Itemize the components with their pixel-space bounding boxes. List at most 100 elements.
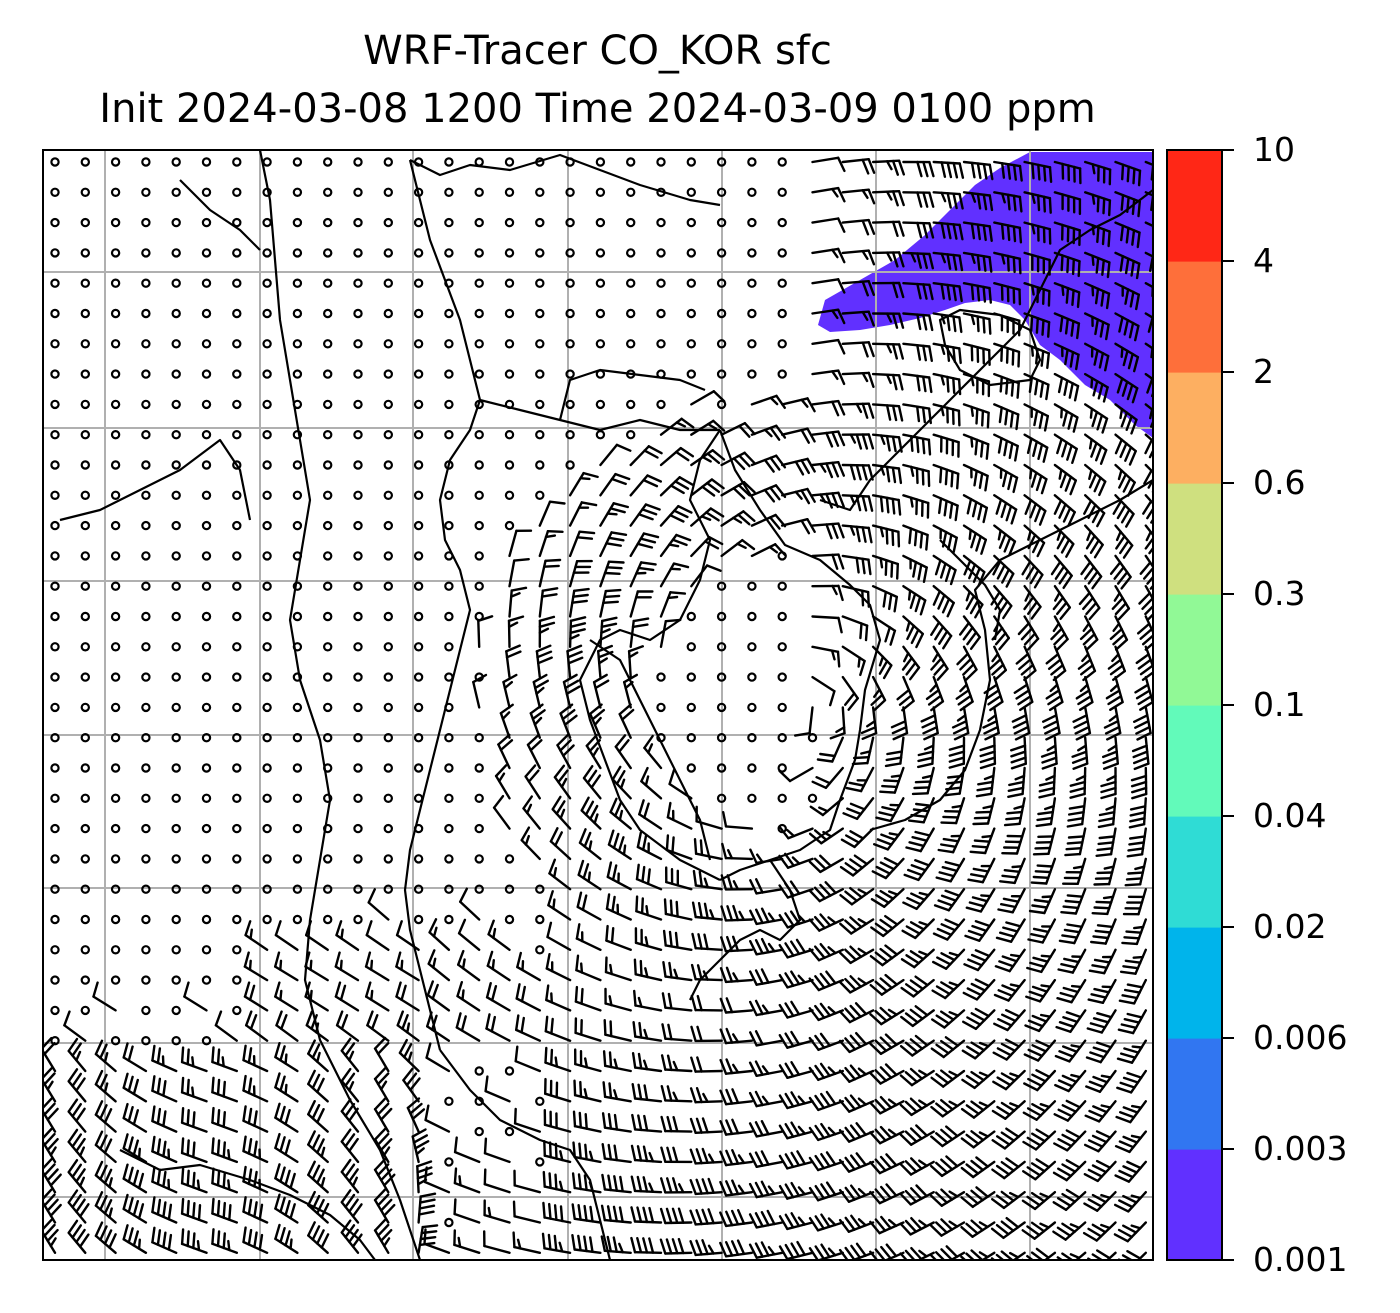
wind-barb [626, 278, 636, 288]
wind-barb [1116, 1069, 1148, 1094]
wind-barb [171, 1005, 181, 1016]
wind-barb [538, 615, 556, 648]
wind-barb [413, 339, 424, 349]
wind-barb [960, 1130, 996, 1149]
wind-barb [686, 763, 697, 773]
wind-barb [851, 736, 875, 766]
wind-barb [110, 823, 121, 834]
wind-barb [719, 1239, 754, 1258]
wind-barb [1030, 857, 1057, 885]
wind-barb [242, 1074, 269, 1103]
wind-barb [1050, 554, 1073, 589]
wind-barb [67, 1189, 90, 1224]
wind-barb [323, 702, 333, 713]
wind-barb [962, 463, 989, 492]
wind-barb [80, 672, 91, 682]
wind-barb [720, 904, 754, 922]
wind-barb [691, 901, 723, 921]
wind-barb [201, 672, 212, 682]
wind-barb [899, 1097, 935, 1117]
wind-barb [474, 793, 484, 804]
wind-barb [94, 1039, 117, 1073]
wind-barb [1082, 1221, 1117, 1242]
wind-barb [869, 1006, 905, 1026]
wind-barb [80, 217, 91, 228]
wind-barb [122, 1224, 148, 1255]
wind-barb [1045, 675, 1064, 712]
wind-barb [1085, 1069, 1117, 1094]
wind-barb [695, 805, 723, 830]
wind-barb [243, 981, 269, 1012]
wind-barb [180, 1197, 208, 1224]
wind-barb [1066, 797, 1087, 828]
wind-barb [962, 372, 991, 398]
wind-barb [50, 581, 60, 591]
wind-barb [1010, 736, 1028, 770]
wind-barb [323, 611, 333, 622]
wind-barb [993, 342, 1021, 368]
wind-barb [242, 1044, 269, 1073]
wind-barb [274, 1072, 299, 1103]
wind-barb [749, 968, 784, 986]
wind-barb [1023, 251, 1051, 276]
wind-barb [122, 1102, 148, 1133]
wind-barb [171, 611, 181, 622]
wind-barb [811, 522, 845, 540]
wind-barb [141, 1005, 151, 1016]
wind-barb [841, 615, 869, 642]
wind-barb [323, 157, 333, 167]
wind-barb [794, 706, 814, 737]
wind-barb [444, 672, 454, 682]
wind-barb [383, 490, 393, 500]
wind-barb [629, 474, 662, 497]
wind-barb [599, 616, 618, 648]
wind-barb [1035, 797, 1057, 828]
wind-barb [568, 471, 599, 497]
wind-barb [1056, 1251, 1087, 1260]
colorbar-label: 0.3 [1253, 574, 1306, 613]
wind-barb [413, 611, 424, 622]
wind-barb [659, 1207, 693, 1225]
wind-barb [777, 278, 787, 288]
wind-barb [988, 645, 1007, 682]
wind-barb [917, 736, 935, 769]
wind-barb [292, 611, 303, 622]
wind-barb [597, 644, 614, 679]
wind-barb [353, 248, 363, 258]
wind-barb [1111, 585, 1131, 621]
wind-barb [474, 490, 484, 500]
wind-barb [292, 308, 303, 319]
wind-barb [526, 733, 543, 770]
wind-barb [383, 854, 393, 864]
wind-barb [749, 878, 784, 895]
wind-barb [171, 854, 181, 864]
wind-barb [1083, 251, 1111, 279]
colorbar-segment [1167, 372, 1222, 484]
wind-barb [535, 644, 553, 679]
wind-barb [504, 399, 515, 410]
wind-barb [80, 702, 91, 713]
wind-barb [402, 1067, 421, 1103]
wind-barb [457, 949, 481, 982]
wind-barb [720, 935, 754, 953]
wind-barb [599, 502, 629, 527]
wind-barb [1023, 191, 1052, 214]
colorbar-segment [1167, 816, 1222, 928]
wind-barb [1080, 554, 1103, 590]
wind-barb [1071, 736, 1089, 770]
wind-barb [50, 823, 60, 834]
wind-barb [183, 981, 208, 1012]
wind-barb [453, 1136, 481, 1164]
wind-barb [1083, 1159, 1117, 1183]
wind-barb [962, 403, 990, 429]
wind-barb [601, 1112, 632, 1133]
wind-barb [902, 403, 932, 425]
wind-barb [841, 371, 875, 388]
wind-barb [747, 702, 757, 713]
wind-barb [141, 308, 151, 319]
wind-barb [485, 982, 511, 1012]
wind-barb [307, 1160, 329, 1194]
wind-barb [747, 581, 757, 591]
wind-barb [991, 1100, 1026, 1120]
wind-barb [428, 918, 451, 951]
